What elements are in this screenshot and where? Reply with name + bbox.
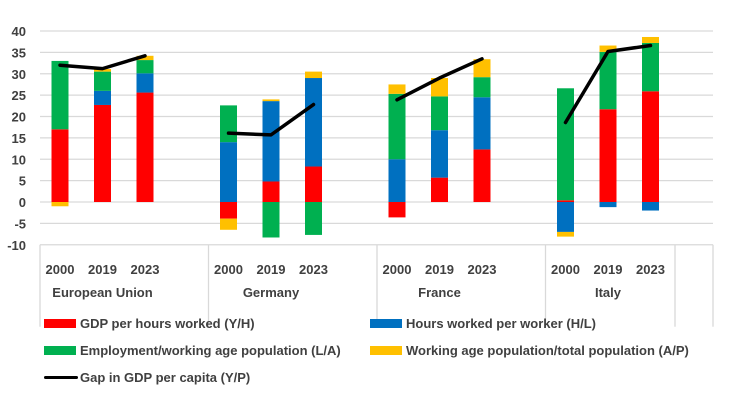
x-tick-label-year: 2000 bbox=[551, 262, 580, 277]
bar-segment bbox=[388, 84, 406, 94]
bar-segment bbox=[599, 45, 617, 52]
legend-item-employment: Employment/working age population (L/A) bbox=[44, 343, 341, 358]
bar-segment bbox=[642, 202, 659, 211]
bar-segment bbox=[557, 231, 574, 237]
bar-segment bbox=[599, 202, 617, 208]
y-tick-label: -10 bbox=[7, 238, 26, 253]
bar-segment bbox=[599, 51, 617, 110]
bar-segment bbox=[51, 60, 69, 130]
line-gap-gdp-per-capita bbox=[58, 54, 147, 71]
bar-segment bbox=[136, 60, 154, 74]
line-gap-gdp-per-capita bbox=[395, 57, 484, 102]
legend-item-gdp-per-hour: GDP per hours worked (Y/H) bbox=[44, 316, 255, 331]
legend-swatch-yellow bbox=[370, 346, 402, 355]
x-tick-label-year: 2019 bbox=[594, 262, 623, 277]
y-tick-label: 35 bbox=[12, 45, 26, 60]
bar-segment bbox=[262, 99, 280, 102]
x-tick-label-year: 2023 bbox=[468, 262, 497, 277]
bar-segment bbox=[473, 59, 491, 78]
line-series bbox=[58, 43, 653, 137]
bar-segment bbox=[473, 97, 491, 150]
bar-segment bbox=[136, 92, 154, 202]
bar-segment bbox=[388, 159, 406, 202]
legend-item-hours-per-worker: Hours worked per worker (H/L) bbox=[370, 316, 596, 331]
x-tick-label-year: 2000 bbox=[46, 262, 75, 277]
bar-segment bbox=[220, 142, 237, 202]
line-gap-gdp-per-capita bbox=[563, 43, 653, 125]
y-tick-label: 0 bbox=[19, 195, 26, 210]
bar-segment bbox=[642, 91, 659, 202]
bar-segment bbox=[557, 88, 574, 201]
y-tick-label: 40 bbox=[12, 24, 26, 39]
bar-segment bbox=[557, 200, 574, 202]
y-tick-label: 10 bbox=[12, 152, 26, 167]
bar-segment bbox=[262, 202, 280, 238]
legend-label: Working age population/total population … bbox=[406, 343, 689, 358]
bars bbox=[51, 36, 659, 238]
x-tick-label-year: 2019 bbox=[425, 262, 454, 277]
bar-segment bbox=[51, 202, 69, 207]
legend-line-black bbox=[44, 376, 78, 379]
x-group-label: Germany bbox=[243, 285, 300, 300]
legend-swatch-green bbox=[44, 346, 76, 355]
bar-segment bbox=[431, 78, 448, 97]
x-tick-label-year: 2023 bbox=[636, 262, 665, 277]
bar-segment bbox=[473, 149, 491, 202]
legend-swatch-blue bbox=[370, 319, 402, 328]
bar-segment bbox=[51, 129, 69, 202]
bar-segment bbox=[557, 202, 574, 232]
bar-segment bbox=[305, 71, 322, 79]
bar-segment bbox=[388, 93, 406, 160]
x-axis: 2000 2019 2023 2000 2019 2023 2000 2019 2023 2000… bbox=[39, 244, 714, 327]
legend-item-working-age: Working age population/total population … bbox=[370, 343, 689, 358]
bar-segment bbox=[431, 130, 448, 178]
y-tick-label: 30 bbox=[12, 67, 26, 82]
y-tick-label: 5 bbox=[19, 174, 26, 189]
bar-segment bbox=[262, 181, 280, 202]
bar-segment bbox=[220, 105, 237, 143]
bar-segment bbox=[642, 36, 659, 43]
x-tick-label-year: 2019 bbox=[88, 262, 117, 277]
line-gap-gdp-per-capita bbox=[226, 102, 316, 137]
bar-segment bbox=[94, 71, 111, 91]
bar-segment bbox=[94, 90, 111, 105]
x-tick-label-year: 2023 bbox=[299, 262, 328, 277]
legend-label: GDP per hours worked (Y/H) bbox=[80, 316, 255, 331]
y-tick-label: 20 bbox=[12, 110, 26, 125]
y-tick-label: -5 bbox=[14, 216, 26, 231]
bar-segment bbox=[262, 101, 280, 182]
y-tick-label: 15 bbox=[12, 131, 26, 146]
y-axis-ticks: 40 35 30 25 20 15 10 5 0 -5 -10 bbox=[7, 24, 26, 253]
legend-label: Employment/working age population (L/A) bbox=[80, 343, 341, 358]
bar-segment bbox=[642, 42, 659, 92]
bar-segment bbox=[431, 96, 448, 131]
bar-segment bbox=[220, 218, 237, 230]
legend-label: Gap in GDP per capita (Y/P) bbox=[80, 370, 251, 385]
bar-segment bbox=[305, 166, 322, 202]
bar-segment bbox=[599, 109, 617, 202]
legend-swatch-red bbox=[44, 319, 76, 328]
bar-segment bbox=[305, 202, 322, 235]
x-tick-label-year: 2023 bbox=[131, 262, 160, 277]
bar-segment bbox=[305, 78, 322, 167]
y-tick-label: 25 bbox=[12, 88, 26, 103]
x-tick-label-year: 2019 bbox=[257, 262, 286, 277]
bar-segment bbox=[220, 202, 237, 219]
bar-segment bbox=[136, 55, 154, 61]
bar-segment bbox=[136, 73, 154, 93]
x-tick-label-year: 2000 bbox=[214, 262, 243, 277]
bar-segment bbox=[94, 104, 111, 202]
x-tick-label-year: 2000 bbox=[383, 262, 412, 277]
bar-segment bbox=[473, 77, 491, 98]
x-group-label: Italy bbox=[595, 285, 622, 300]
legend-item-gap-gdp: Gap in GDP per capita (Y/P) bbox=[44, 370, 250, 385]
bar-segment bbox=[388, 202, 406, 218]
bar-segment bbox=[431, 177, 448, 202]
x-group-label: European Union bbox=[52, 285, 152, 300]
legend-label: Hours worked per worker (H/L) bbox=[406, 316, 596, 331]
x-group-label: France bbox=[418, 285, 461, 300]
